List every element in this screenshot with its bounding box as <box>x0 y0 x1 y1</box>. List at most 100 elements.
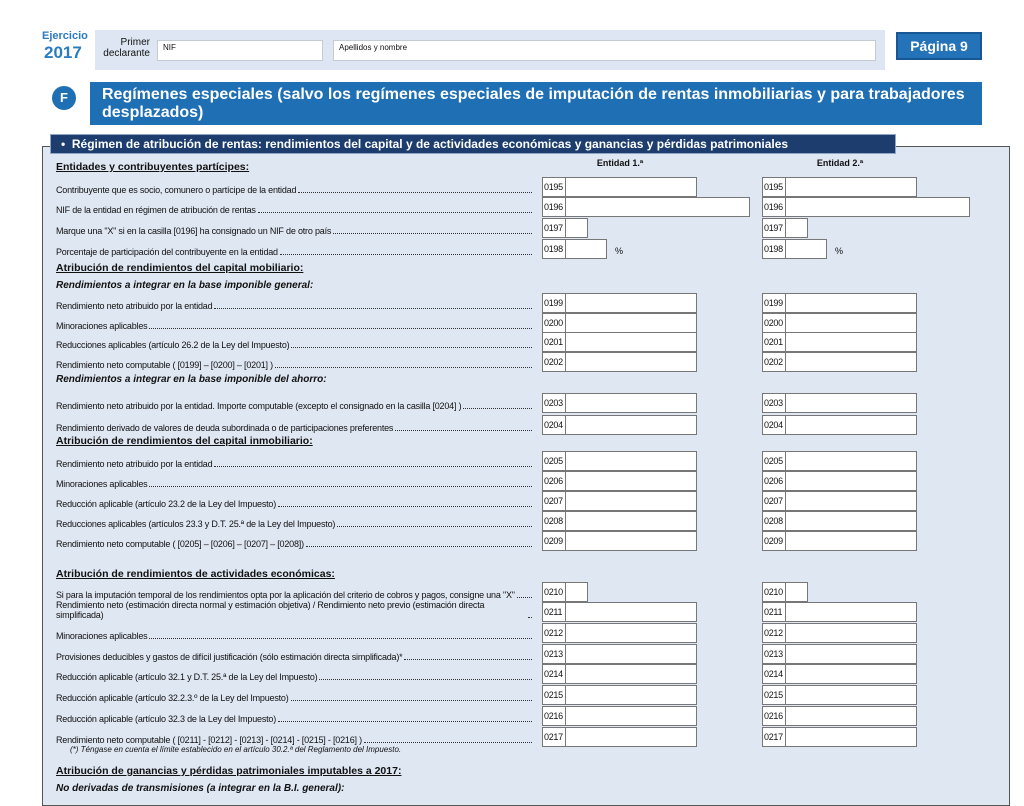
input-box[interactable] <box>786 239 827 259</box>
box-code: 0216 <box>542 706 566 726</box>
row-label: Minoraciones aplicables <box>56 471 534 489</box>
subheading: Rendimientos a integrar en la base impon… <box>56 374 327 385</box>
label-text: Rendimiento neto computable ( [0199] – [… <box>56 360 273 370</box>
input-box[interactable] <box>786 177 917 197</box>
section-letter: F <box>52 86 76 110</box>
box-code: 0206 <box>762 471 786 491</box>
input-box[interactable] <box>786 393 917 413</box>
row-label: Provisiones deducibles y gastos de difíc… <box>56 644 534 662</box>
input-box[interactable] <box>786 727 917 747</box>
input-box[interactable] <box>566 623 697 643</box>
input-box[interactable] <box>566 451 697 471</box>
input-box[interactable] <box>566 644 697 664</box>
label-text: Reducciones aplicables (artículos 23.3 y… <box>56 519 336 529</box>
input-box[interactable] <box>786 685 917 705</box>
label-text: Porcentaje de participación del contribu… <box>56 247 278 257</box>
leader <box>290 700 532 701</box>
input-box[interactable] <box>786 511 917 531</box>
box-code: 0198 <box>762 239 786 259</box>
nif-box[interactable]: NIF <box>157 40 323 61</box>
label-text: Rendimiento neto atribuido por la entida… <box>56 301 213 311</box>
input-box[interactable] <box>566 293 697 313</box>
leader <box>278 506 532 507</box>
box-code: 0197 <box>762 218 786 238</box>
input-box[interactable] <box>566 313 697 333</box>
input-box[interactable] <box>566 706 697 726</box>
input-box[interactable] <box>786 218 808 238</box>
input-box[interactable] <box>566 239 607 259</box>
input-box[interactable] <box>566 218 588 238</box>
leader <box>363 742 532 743</box>
declarante-label: Primer declarante <box>103 37 150 59</box>
name-box[interactable]: Apellidos y nombre <box>333 40 876 61</box>
input-box[interactable] <box>786 332 917 352</box>
box-code: 0205 <box>762 451 786 471</box>
input-box[interactable] <box>786 197 970 217</box>
leader <box>149 638 532 639</box>
subsection-text: Régimen de atribución de rentas: rendimi… <box>71 137 789 151</box>
input-box[interactable] <box>786 602 917 622</box>
input-box[interactable] <box>786 471 917 491</box>
input-box[interactable] <box>566 491 697 511</box>
input-box[interactable] <box>566 582 588 602</box>
input-box[interactable] <box>786 531 917 551</box>
input-box[interactable] <box>786 313 917 333</box>
section-title: Regímenes especiales (salvo los regímene… <box>90 82 982 125</box>
row-label: Rendimiento neto computable ( [0211] - [… <box>56 727 534 745</box>
input-box[interactable] <box>786 352 917 372</box>
leader <box>319 679 532 680</box>
input-box[interactable] <box>566 602 697 622</box>
row-label: Reducción aplicable (artículo 23.2 de la… <box>56 491 534 509</box>
input-box[interactable] <box>566 685 697 705</box>
row-label: Rendimiento neto atribuido por la entida… <box>56 393 534 411</box>
input-box[interactable] <box>566 177 697 197</box>
label-text: Provisiones deducibles y gastos de difíc… <box>56 652 403 662</box>
input-box[interactable] <box>786 706 917 726</box>
input-box[interactable] <box>566 197 750 217</box>
input-box[interactable] <box>566 352 697 372</box>
column-header: Entidad 2.ª <box>816 158 864 168</box>
input-box[interactable] <box>786 451 917 471</box>
box-code: 0200 <box>762 313 786 333</box>
ejercicio-label: Ejercicio <box>42 30 88 42</box>
column-header: Entidad 1.ª <box>596 158 644 168</box>
leader <box>463 408 532 409</box>
box-code: 0215 <box>542 685 566 705</box>
input-box[interactable] <box>566 531 697 551</box>
heading: Atribución de rendimientos de actividade… <box>56 568 335 580</box>
input-box[interactable] <box>566 471 697 491</box>
label-text: Rendimiento neto computable ( [0211] - [… <box>56 735 362 745</box>
row-label: Marque una "X" si en la casilla [0196] h… <box>56 218 534 236</box>
row-label: Rendimiento neto (estimación directa nor… <box>56 600 534 620</box>
box-code: 0211 <box>762 602 786 622</box>
input-box[interactable] <box>786 664 917 684</box>
box-code: 0198 <box>542 239 566 259</box>
input-box[interactable] <box>786 293 917 313</box>
row-label: Minoraciones aplicables <box>56 623 534 641</box>
leader <box>214 308 532 309</box>
leader <box>305 546 532 547</box>
input-box[interactable] <box>786 415 917 435</box>
input-box[interactable] <box>786 491 917 511</box>
leader <box>337 526 532 527</box>
input-box[interactable] <box>566 727 697 747</box>
input-box[interactable] <box>786 644 917 664</box>
box-code: 0207 <box>762 491 786 511</box>
label-text: Minoraciones aplicables <box>56 479 148 489</box>
box-code: 0203 <box>762 393 786 413</box>
input-box[interactable] <box>566 393 697 413</box>
box-code: 0202 <box>762 352 786 372</box>
input-box[interactable] <box>786 623 917 643</box>
input-box[interactable] <box>786 582 808 602</box>
input-box[interactable] <box>566 332 697 352</box>
row-label: Contribuyente que es socio, comunero o p… <box>56 177 534 195</box>
label-text: Reducción aplicable (artículo 23.2 de la… <box>56 499 277 509</box>
box-code: 0212 <box>762 623 786 643</box>
input-box[interactable] <box>566 664 697 684</box>
input-box[interactable] <box>566 415 697 435</box>
row-label: Reducción aplicable (artículo 32.2.3.º d… <box>56 685 534 703</box>
label-text: Reducción aplicable (artículo 32.3 de la… <box>56 714 277 724</box>
input-box[interactable] <box>566 511 697 531</box>
box-code: 0197 <box>542 218 566 238</box>
